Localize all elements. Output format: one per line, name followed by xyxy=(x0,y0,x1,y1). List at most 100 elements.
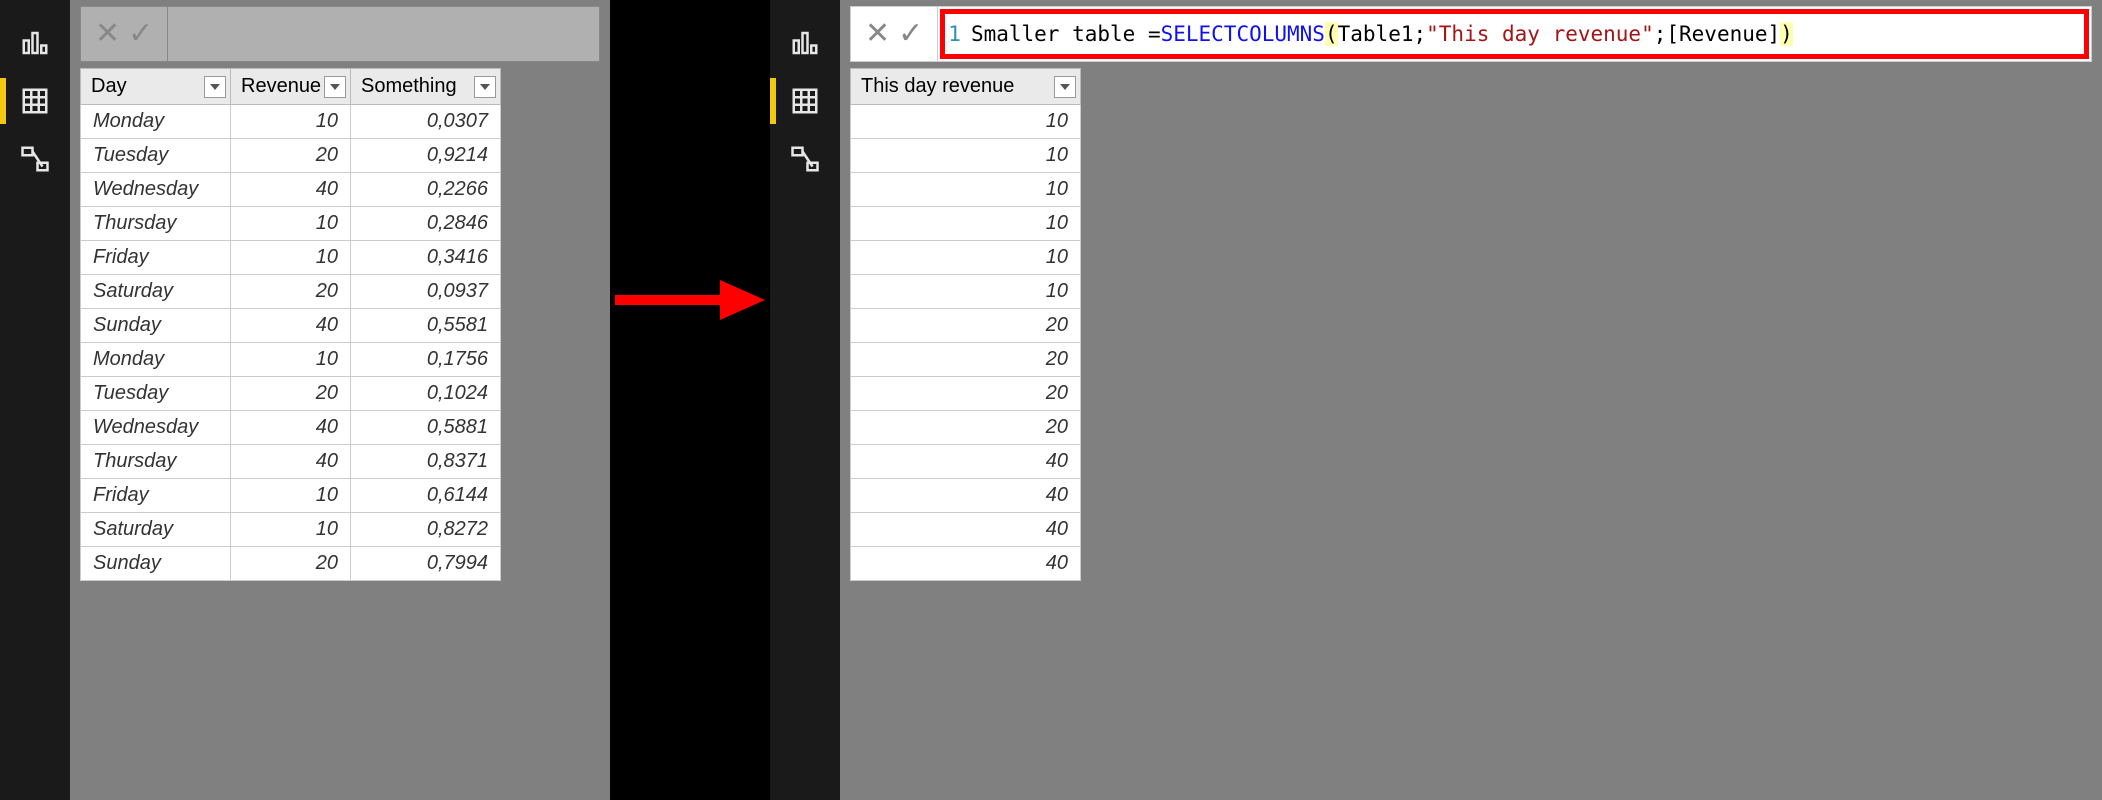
table-row[interactable]: Tuesday200,9214 xyxy=(81,139,501,173)
column-header[interactable]: This day revenue xyxy=(851,69,1081,105)
column-header[interactable]: Something xyxy=(351,69,501,105)
column-header[interactable]: Revenue xyxy=(231,69,351,105)
cell[interactable]: Sunday xyxy=(81,309,231,343)
cell[interactable]: Wednesday xyxy=(81,173,231,207)
cell[interactable]: 0,2266 xyxy=(351,173,501,207)
cell[interactable]: 40 xyxy=(231,173,351,207)
table-row[interactable]: 10 xyxy=(851,275,1081,309)
filter-dropdown-icon[interactable] xyxy=(474,76,496,98)
cell[interactable]: Monday xyxy=(81,105,231,139)
table-row[interactable]: Thursday400,8371 xyxy=(81,445,501,479)
cancel-icon[interactable]: ✕ xyxy=(865,19,890,49)
cell[interactable]: 40 xyxy=(231,411,351,445)
cell[interactable]: 0,0937 xyxy=(351,275,501,309)
table-row[interactable]: 40 xyxy=(851,513,1081,547)
cell[interactable]: 40 xyxy=(851,479,1081,513)
table-row[interactable]: 40 xyxy=(851,547,1081,581)
table-row[interactable]: 10 xyxy=(851,139,1081,173)
cell[interactable]: 40 xyxy=(851,547,1081,581)
cell[interactable]: 40 xyxy=(231,445,351,479)
cell[interactable]: 10 xyxy=(851,275,1081,309)
cell[interactable]: 0,6144 xyxy=(351,479,501,513)
cell[interactable]: 0,7994 xyxy=(351,547,501,581)
commit-icon[interactable]: ✓ xyxy=(898,19,923,49)
cell[interactable]: 10 xyxy=(231,207,351,241)
cell[interactable]: 0,0307 xyxy=(351,105,501,139)
cell[interactable]: Thursday xyxy=(81,445,231,479)
table-row[interactable]: 20 xyxy=(851,309,1081,343)
cell[interactable]: Tuesday xyxy=(81,139,231,173)
cell[interactable]: 20 xyxy=(851,411,1081,445)
cell[interactable]: Saturday xyxy=(81,275,231,309)
cell[interactable]: Wednesday xyxy=(81,411,231,445)
table-row[interactable]: Sunday400,5581 xyxy=(81,309,501,343)
cell[interactable]: 0,5881 xyxy=(351,411,501,445)
table-row[interactable]: Wednesday400,5881 xyxy=(81,411,501,445)
nav-data[interactable] xyxy=(770,72,840,130)
cell[interactable]: 0,5581 xyxy=(351,309,501,343)
table-row[interactable]: Saturday200,0937 xyxy=(81,275,501,309)
cell[interactable]: 0,1756 xyxy=(351,343,501,377)
cell[interactable]: 40 xyxy=(231,309,351,343)
cell[interactable]: 10 xyxy=(231,241,351,275)
cell[interactable]: Thursday xyxy=(81,207,231,241)
cell[interactable]: 0,9214 xyxy=(351,139,501,173)
formula-input-left[interactable] xyxy=(168,6,600,62)
table-row[interactable]: 40 xyxy=(851,445,1081,479)
cell[interactable]: 10 xyxy=(851,241,1081,275)
cell[interactable]: 20 xyxy=(851,343,1081,377)
filter-dropdown-icon[interactable] xyxy=(324,76,346,98)
table-row[interactable]: 10 xyxy=(851,207,1081,241)
table-row[interactable]: 40 xyxy=(851,479,1081,513)
cell[interactable]: 10 xyxy=(231,513,351,547)
cell[interactable]: 10 xyxy=(231,105,351,139)
cancel-icon[interactable]: ✕ xyxy=(95,19,120,49)
table-row[interactable]: Monday100,1756 xyxy=(81,343,501,377)
nav-model[interactable] xyxy=(0,130,70,188)
cell[interactable]: 0,8371 xyxy=(351,445,501,479)
cell[interactable]: 10 xyxy=(851,173,1081,207)
cell[interactable]: 20 xyxy=(231,139,351,173)
cell[interactable]: 0,8272 xyxy=(351,513,501,547)
cell[interactable]: 10 xyxy=(231,343,351,377)
cell[interactable]: Saturday xyxy=(81,513,231,547)
table-row[interactable]: Friday100,6144 xyxy=(81,479,501,513)
table-row[interactable]: 20 xyxy=(851,411,1081,445)
table-row[interactable]: Sunday200,7994 xyxy=(81,547,501,581)
table-row[interactable]: Tuesday200,1024 xyxy=(81,377,501,411)
cell[interactable]: 20 xyxy=(851,377,1081,411)
table-row[interactable]: 10 xyxy=(851,105,1081,139)
cell[interactable]: 10 xyxy=(231,479,351,513)
cell[interactable]: Sunday xyxy=(81,547,231,581)
table-row[interactable]: Monday100,0307 xyxy=(81,105,501,139)
cell[interactable]: 0,2846 xyxy=(351,207,501,241)
cell[interactable]: 0,3416 xyxy=(351,241,501,275)
cell[interactable]: Friday xyxy=(81,241,231,275)
table-row[interactable]: Wednesday400,2266 xyxy=(81,173,501,207)
column-header[interactable]: Day xyxy=(81,69,231,105)
table-row[interactable]: 10 xyxy=(851,241,1081,275)
cell[interactable]: 20 xyxy=(231,547,351,581)
cell[interactable]: 20 xyxy=(231,275,351,309)
cell[interactable]: 10 xyxy=(851,105,1081,139)
nav-report[interactable] xyxy=(770,14,840,72)
table-row[interactable]: Saturday100,8272 xyxy=(81,513,501,547)
cell[interactable]: 0,1024 xyxy=(351,377,501,411)
table-row[interactable]: 20 xyxy=(851,377,1081,411)
nav-model[interactable] xyxy=(770,130,840,188)
table-row[interactable]: 10 xyxy=(851,173,1081,207)
cell[interactable]: 40 xyxy=(851,513,1081,547)
cell[interactable]: 40 xyxy=(851,445,1081,479)
cell[interactable]: 20 xyxy=(851,309,1081,343)
nav-report[interactable] xyxy=(0,14,70,72)
cell[interactable]: Tuesday xyxy=(81,377,231,411)
cell[interactable]: Monday xyxy=(81,343,231,377)
cell[interactable]: 10 xyxy=(851,139,1081,173)
nav-data[interactable] xyxy=(0,72,70,130)
commit-icon[interactable]: ✓ xyxy=(128,19,153,49)
table-row[interactable]: 20 xyxy=(851,343,1081,377)
filter-dropdown-icon[interactable] xyxy=(204,76,226,98)
cell[interactable]: 10 xyxy=(851,207,1081,241)
formula-input-right[interactable]: 1Smaller table = SELECTCOLUMNS(Table1;"T… xyxy=(938,6,2092,62)
cell[interactable]: 20 xyxy=(231,377,351,411)
